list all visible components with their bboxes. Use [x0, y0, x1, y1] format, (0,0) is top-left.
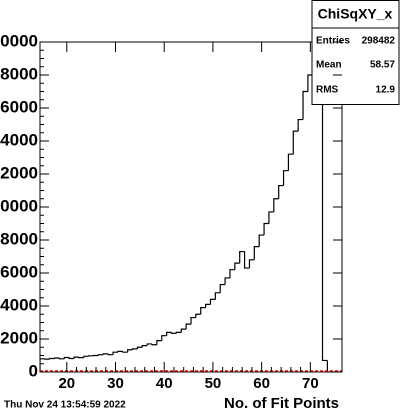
- y-tick-label: 2000: [0, 328, 38, 347]
- y-tick-label: 16000: [0, 97, 38, 116]
- y-tick-label: 8000: [0, 229, 38, 248]
- histogram-bin: [209, 298, 216, 305]
- stats-box: ChiSqXY_x Entries 298482 Mean 58.57 RMS …: [311, 0, 400, 105]
- histogram-bin: [243, 251, 250, 269]
- stats-value: 58.57: [370, 60, 395, 71]
- histogram-bin: [146, 343, 153, 346]
- histogram-bin: [273, 198, 279, 212]
- histogram-bin: [68, 357, 75, 360]
- histogram-bin: [166, 331, 172, 336]
- histogram-bin: [136, 346, 143, 349]
- histogram-bin: [253, 246, 260, 260]
- histogram-bin: [282, 170, 289, 186]
- histogram-bin: [297, 118, 304, 132]
- histogram-bin: [122, 351, 128, 353]
- histogram-bin: [102, 353, 109, 355]
- stats-label: Mean: [316, 60, 342, 71]
- histogram-bin: [170, 332, 177, 334]
- stats-value: 298482: [362, 36, 396, 47]
- y-tick-label: 12000: [0, 163, 38, 182]
- stats-label: Entries: [316, 36, 350, 47]
- y-tick-label: 0: [29, 361, 38, 380]
- histogram-bin: [307, 74, 313, 92]
- histogram-bin: [175, 331, 182, 334]
- x-tick-label: 70: [302, 375, 319, 392]
- y-tick-label: 4000: [0, 295, 38, 314]
- stats-title: ChiSqXY_x: [318, 6, 393, 22]
- histogram-bin: [229, 269, 235, 278]
- histogram-bin: [40, 358, 45, 372]
- histogram-bin: [73, 356, 79, 359]
- histogram-bin: [326, 360, 333, 372]
- histogram-bin: [180, 328, 187, 333]
- histogram-bin: [141, 345, 148, 348]
- histogram-bin: [234, 262, 240, 270]
- histogram-bin: [214, 292, 221, 300]
- y-tick-label: 6000: [0, 262, 38, 281]
- histogram-bin: [58, 357, 65, 360]
- histogram-bin: [195, 313, 201, 318]
- histogram-bin: [127, 349, 133, 353]
- x-tick-label: 30: [107, 375, 124, 392]
- histogram-bin: [151, 343, 157, 346]
- histogram-bin: [268, 211, 274, 224]
- histogram-bin: [161, 335, 167, 341]
- footer-date: Thu Nov 24 13:54:59 2022: [4, 400, 126, 411]
- histogram-bin: [63, 356, 70, 359]
- histogram-bin: [185, 323, 191, 330]
- y-tick-label: 18000: [0, 64, 38, 83]
- histogram-bin: [278, 184, 284, 199]
- histogram-bin: [219, 283, 226, 293]
- histogram-bin: [321, 42, 328, 362]
- histogram-bin: [239, 250, 245, 264]
- histogram-bin: [49, 357, 55, 360]
- y-tick-label: 14000: [0, 130, 38, 149]
- histogram-bin: [302, 90, 308, 120]
- histogram-bin: [131, 348, 138, 350]
- histogram-bin: [97, 354, 104, 356]
- y-tick-label: 20000: [0, 31, 38, 50]
- y-tick-label: 10000: [0, 196, 38, 215]
- histogram-bin: [117, 350, 123, 353]
- histogram-bin: [292, 130, 299, 155]
- histogram-bin: [263, 222, 269, 236]
- x-tick-label: 60: [253, 375, 270, 392]
- histogram-bin: [200, 307, 206, 315]
- histogram-bin: [224, 277, 230, 285]
- histogram-bin: [248, 259, 255, 269]
- histogram-bin: [156, 340, 162, 345]
- histogram-bin: [112, 351, 118, 355]
- histogram-bin: [205, 303, 211, 308]
- x-axis-title: No. of Fit Points: [224, 395, 339, 412]
- histogram-bin: [258, 234, 265, 247]
- stats-value: 12.9: [376, 85, 396, 96]
- x-tick-label: 20: [58, 375, 75, 392]
- histogram-bin: [190, 316, 196, 325]
- stats-frame: [311, 0, 400, 105]
- histogram-bin: [83, 355, 89, 358]
- plot-area: [40, 42, 342, 372]
- histogram-bin: [287, 153, 294, 171]
- x-tick-label: 40: [156, 375, 173, 392]
- histogram-bin: [107, 353, 114, 356]
- stats-label: RMS: [316, 85, 339, 96]
- x-tick-label: 50: [205, 375, 222, 392]
